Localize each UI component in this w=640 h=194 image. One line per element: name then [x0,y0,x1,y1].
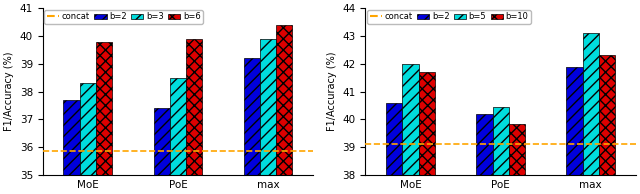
Bar [186,39,202,175]
Bar [493,107,509,175]
Bar [403,64,419,175]
Bar [170,78,186,175]
Y-axis label: F1/Accuracy (%): F1/Accuracy (%) [4,52,14,131]
Bar [276,25,292,175]
Bar [63,100,79,175]
Bar [476,114,493,175]
Bar [419,72,435,175]
Bar [96,42,112,175]
Bar [260,39,276,175]
Y-axis label: F1/Accuracy (%): F1/Accuracy (%) [327,52,337,131]
Bar [566,67,582,175]
Legend: concat, b=2, b=3, b=6: concat, b=2, b=3, b=6 [44,10,203,24]
Bar [509,124,525,175]
Bar [582,33,599,175]
Bar [386,103,403,175]
Bar [244,58,260,175]
Legend: concat, b=2, b=5, b=10: concat, b=2, b=5, b=10 [367,10,531,24]
Bar [154,108,170,175]
Bar [79,83,96,175]
Bar [599,55,615,175]
